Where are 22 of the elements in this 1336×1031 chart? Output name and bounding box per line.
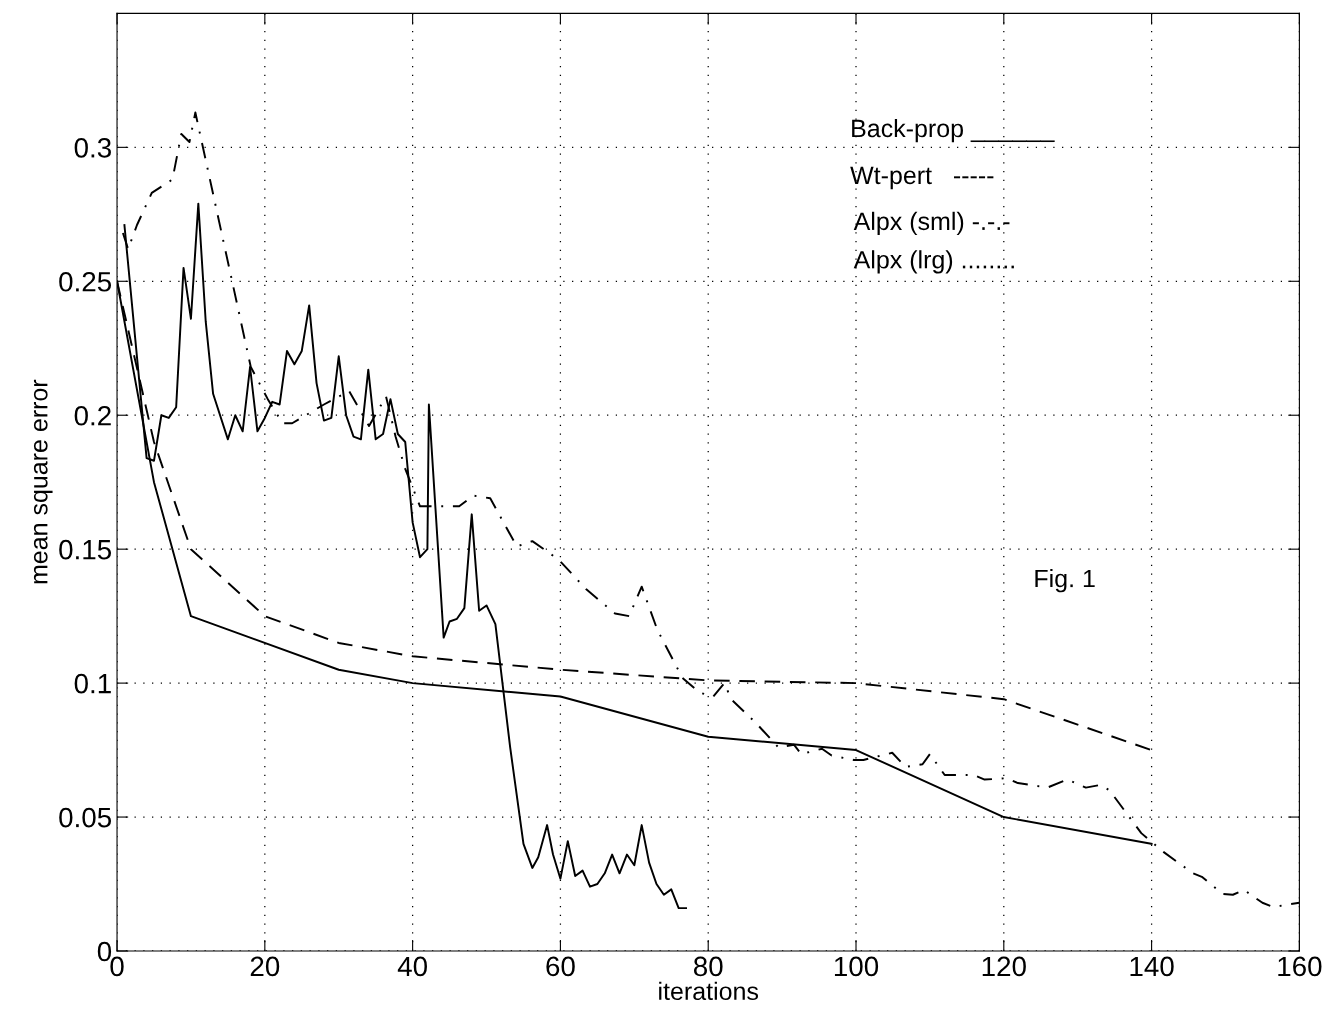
annotation: Wt-pert -----	[850, 166, 994, 190]
x-tick-label: 40	[397, 956, 427, 977]
x-tick-label: 60	[546, 956, 575, 977]
y-tick-label: 0.2	[74, 405, 111, 426]
y-tick-label: 0.15	[59, 539, 112, 560]
x-tick-label: 140	[1130, 956, 1174, 977]
y-tick-label: 0.05	[59, 807, 112, 828]
y-tick-label: 0	[97, 941, 112, 962]
x-tick-label: 100	[834, 956, 879, 977]
x-axis-title: iterations	[659, 981, 759, 1001]
x-tick-label: 160	[1278, 956, 1322, 977]
annotation: Alpx (sml) -.-.-	[853, 211, 1010, 236]
annotation: Alpx (lrg) ........	[853, 250, 1014, 274]
annotation: Back-prop ______	[852, 118, 1055, 143]
y-axis-title: mean square error	[33, 379, 53, 584]
y-tick-label: 0.25	[59, 271, 112, 292]
x-tick-label: 120	[982, 956, 1026, 977]
y-tick-label: 0.3	[74, 138, 111, 158]
x-tick-label: 80	[693, 956, 723, 977]
y-tick-label: 0.1	[74, 673, 111, 694]
annotation: Fig. 1	[1035, 568, 1095, 593]
x-tick-label: 20	[250, 956, 280, 977]
